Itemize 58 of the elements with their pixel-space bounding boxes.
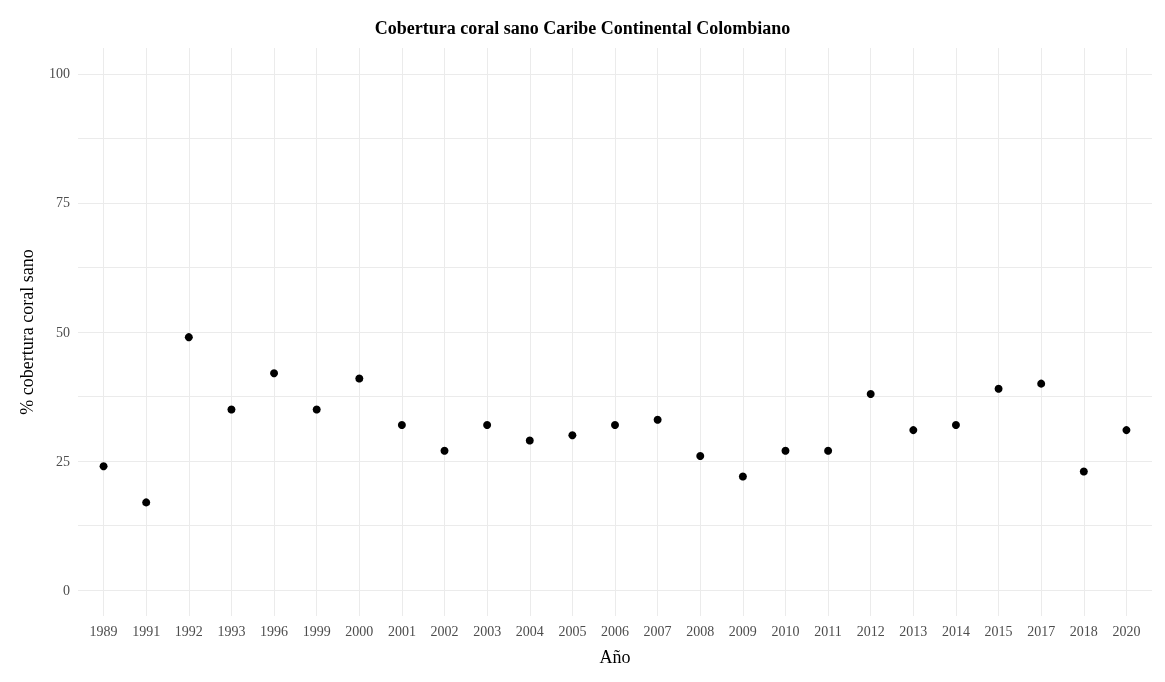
point bbox=[611, 420, 619, 429]
x-tick-label: 1989 bbox=[89, 623, 118, 639]
x-tick-label: 2006 bbox=[601, 623, 629, 639]
y-tick-label: 25 bbox=[56, 453, 70, 469]
y-tick-label: 75 bbox=[56, 195, 70, 211]
point bbox=[312, 405, 321, 414]
x-tick-label: 2015 bbox=[984, 623, 1013, 639]
point bbox=[696, 451, 705, 460]
point bbox=[1122, 426, 1131, 435]
point bbox=[1037, 379, 1046, 388]
x-tick-label: 2001 bbox=[387, 623, 416, 639]
x-axis-title: Año bbox=[599, 647, 631, 667]
x-tick-label: 1999 bbox=[302, 623, 331, 639]
x-tick-label: 2004 bbox=[515, 623, 544, 639]
point bbox=[568, 431, 577, 440]
point bbox=[270, 369, 279, 378]
point bbox=[99, 462, 108, 471]
chart-title: Cobertura coral sano Caribe Continental Colombiano bbox=[374, 18, 791, 38]
point bbox=[227, 405, 236, 414]
point bbox=[781, 446, 790, 455]
point bbox=[525, 436, 534, 445]
x-tick-label: 1991 bbox=[132, 623, 161, 639]
x-tick-label: 2008 bbox=[686, 623, 715, 639]
point bbox=[951, 420, 960, 429]
x-tick-label: 2018 bbox=[1069, 623, 1098, 639]
x-tick-label: 1992 bbox=[174, 623, 203, 639]
x-tick-label: 2002 bbox=[430, 623, 459, 639]
point bbox=[824, 446, 833, 455]
x-tick-label: 1996 bbox=[260, 623, 289, 639]
y-tick-label: 0 bbox=[63, 582, 70, 598]
point bbox=[440, 446, 449, 455]
x-tick-label: 2010 bbox=[771, 623, 800, 639]
x-tick-label: 2020 bbox=[1112, 623, 1141, 639]
point bbox=[142, 498, 151, 507]
x-tick-label: 2014 bbox=[941, 623, 970, 639]
x-tick-label: 2017 bbox=[1027, 623, 1056, 639]
point bbox=[1079, 467, 1088, 476]
point bbox=[994, 384, 1003, 393]
point bbox=[653, 415, 662, 424]
point bbox=[397, 420, 406, 429]
x-tick-label: 2007 bbox=[643, 623, 672, 639]
x-tick-label: 2013 bbox=[899, 623, 928, 639]
point bbox=[738, 472, 747, 481]
x-tick-label: 1993 bbox=[217, 623, 246, 639]
x-tick-label: 2012 bbox=[856, 623, 885, 639]
y-axis-title: % cobertura coral sano bbox=[17, 249, 37, 415]
x-tick-label: 2003 bbox=[473, 623, 502, 639]
x-tick-label: 2009 bbox=[728, 623, 757, 639]
point bbox=[483, 420, 492, 429]
y-tick-label: 100 bbox=[49, 66, 70, 82]
point bbox=[866, 389, 875, 398]
x-tick-label: 2011 bbox=[814, 623, 842, 639]
point bbox=[184, 333, 193, 342]
point bbox=[909, 426, 918, 435]
y-tick-label: 50 bbox=[56, 324, 70, 340]
point bbox=[355, 374, 364, 383]
x-tick-label: 2000 bbox=[345, 623, 374, 639]
x-tick-label: 2005 bbox=[558, 623, 587, 639]
